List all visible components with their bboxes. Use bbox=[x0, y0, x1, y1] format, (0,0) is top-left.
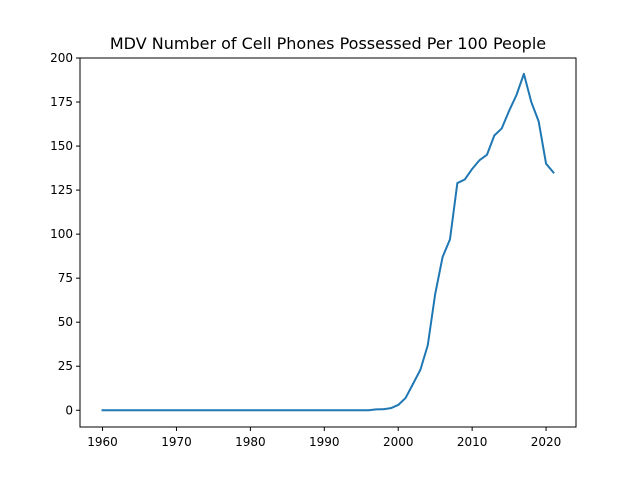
plot-area bbox=[101, 72, 555, 412]
y-tick-label: 150 bbox=[50, 139, 73, 153]
y-tick-label: 50 bbox=[58, 315, 73, 329]
y-tick-label: 0 bbox=[65, 403, 73, 417]
x-tick-label: 1970 bbox=[161, 435, 192, 449]
x-tick-label: 1990 bbox=[309, 435, 340, 449]
y-axis: 0 25 50 75 100 125 150 175 200 bbox=[50, 51, 80, 417]
chart-title: MDV Number of Cell Phones Possessed Per … bbox=[110, 34, 546, 53]
y-tick-label: 125 bbox=[50, 183, 73, 197]
x-tick-label: 1960 bbox=[87, 435, 118, 449]
x-tick-label: 1980 bbox=[235, 435, 266, 449]
y-tick-label: 100 bbox=[50, 227, 73, 241]
x-tick-label: 2020 bbox=[531, 435, 562, 449]
y-tick-label: 175 bbox=[50, 95, 73, 109]
x-tick-label: 2010 bbox=[457, 435, 488, 449]
plot-frame bbox=[79, 57, 577, 428]
series-line bbox=[101, 72, 555, 412]
y-tick-label: 75 bbox=[58, 271, 73, 285]
y-tick-label: 25 bbox=[58, 359, 73, 373]
x-tick-label: 2000 bbox=[383, 435, 414, 449]
y-tick-label: 200 bbox=[50, 51, 73, 65]
x-axis: 1960 1970 1980 1990 2000 2010 2020 bbox=[87, 427, 561, 449]
